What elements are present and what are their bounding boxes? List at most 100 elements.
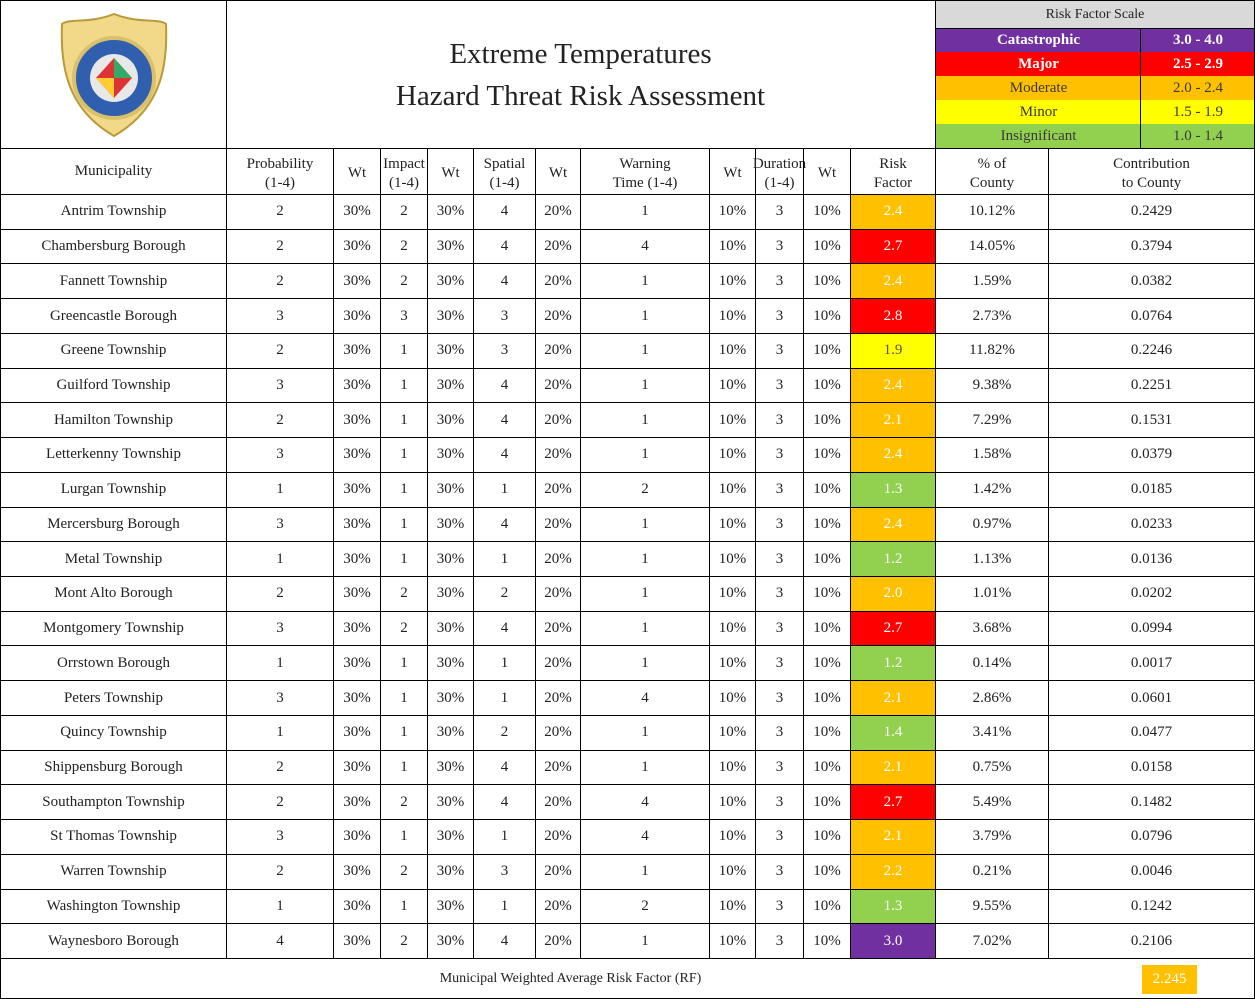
table-cell: 20% <box>535 471 581 508</box>
table-cell: 1.58% <box>935 437 1049 473</box>
table-cell: 20% <box>535 680 581 716</box>
table-cell: 10% <box>709 332 756 369</box>
table-cell: 2 <box>226 576 334 612</box>
table-cell: 10% <box>803 367 851 404</box>
table-cell: 2 <box>380 923 428 959</box>
table-cell: 10.12% <box>935 194 1049 230</box>
column-header: Warning Time (1-4) <box>580 148 710 195</box>
municipality: Fannett Township <box>0 263 227 300</box>
table-cell: 3 <box>226 298 334 334</box>
table-cell: 1 <box>226 645 334 682</box>
table-cell: 2 <box>380 263 428 300</box>
table-cell: 20% <box>535 888 581 925</box>
table-cell: 10% <box>709 714 756 751</box>
table-cell: 1 <box>380 506 428 543</box>
table-cell: 0.0382 <box>1048 263 1255 300</box>
table-cell: 11.82% <box>935 332 1049 369</box>
table-cell: 3 <box>226 437 334 473</box>
table-cell: 30% <box>427 541 474 577</box>
table-cell: 1.01% <box>935 576 1049 612</box>
table-cell: 4 <box>473 263 536 300</box>
table-cell: 2.1 <box>850 749 936 786</box>
table-cell: 20% <box>535 506 581 543</box>
table-cell: 1 <box>380 819 428 855</box>
municipality: Washington Township <box>0 888 227 925</box>
municipality: Southampton Township <box>0 784 227 821</box>
table-cell: 7.29% <box>935 402 1049 439</box>
table-cell: 20% <box>535 367 581 404</box>
table-cell: 1 <box>226 714 334 751</box>
table-cell: 30% <box>427 680 474 716</box>
table-cell: 5.49% <box>935 784 1049 821</box>
municipality: Montgomery Township <box>0 610 227 647</box>
table-cell: 30% <box>427 749 474 786</box>
table-cell: 0.2429 <box>1048 194 1255 230</box>
table-cell: 3 <box>755 819 804 855</box>
column-header: Risk Factor <box>850 148 936 195</box>
table-cell: 3 <box>473 332 536 369</box>
table-cell: 10% <box>709 194 756 230</box>
table-cell: 7.02% <box>935 923 1049 959</box>
table-cell: 3 <box>755 437 804 473</box>
table-cell: 1 <box>380 749 428 786</box>
table-cell: 3 <box>755 194 804 230</box>
table-cell: 30% <box>427 576 474 612</box>
municipality: Mont Alto Borough <box>0 576 227 612</box>
municipality: Guilford Township <box>0 367 227 404</box>
table-cell: 2 <box>580 471 710 508</box>
table-cell: 1.2 <box>850 541 936 577</box>
column-header: Probability (1-4) <box>226 148 334 195</box>
table-cell: 10% <box>803 888 851 925</box>
table-cell: 1 <box>580 332 710 369</box>
table-cell: 1 <box>580 923 710 959</box>
table-cell: 30% <box>427 263 474 300</box>
municipality: Hamilton Township <box>0 402 227 439</box>
table-cell: 30% <box>427 228 474 265</box>
municipality: Shippensburg Borough <box>0 749 227 786</box>
table-cell: 10% <box>803 749 851 786</box>
table-cell: 3 <box>755 541 804 577</box>
table-cell: 1 <box>473 645 536 682</box>
table-cell: 20% <box>535 610 581 647</box>
table-cell: 0.0046 <box>1048 853 1255 890</box>
table-cell: 30% <box>427 437 474 473</box>
table-cell: 0.0601 <box>1048 680 1255 716</box>
table-cell: 3 <box>755 402 804 439</box>
table-cell: 10% <box>709 645 756 682</box>
table-cell: 1.3 <box>850 471 936 508</box>
table-cell: 30% <box>333 819 381 855</box>
municipality: Orrstown Borough <box>0 645 227 682</box>
table-cell: 30% <box>333 228 381 265</box>
table-cell: 3 <box>226 367 334 404</box>
table-cell: 1.9 <box>850 332 936 369</box>
table-cell: 3 <box>755 610 804 647</box>
table-cell: 1.59% <box>935 263 1049 300</box>
table-cell: 30% <box>333 784 381 821</box>
table-cell: 3 <box>755 645 804 682</box>
table-cell: 9.55% <box>935 888 1049 925</box>
table-cell: 10% <box>709 576 756 612</box>
table-cell: 2.4 <box>850 194 936 230</box>
table-cell: 30% <box>333 923 381 959</box>
table-cell: 0.2251 <box>1048 367 1255 404</box>
table-cell: 10% <box>803 610 851 647</box>
table-cell: 30% <box>333 437 381 473</box>
logo-cell <box>0 0 227 149</box>
table-cell: 1 <box>380 332 428 369</box>
table-cell: 0.0158 <box>1048 749 1255 786</box>
table-cell: 20% <box>535 923 581 959</box>
table-cell: 4 <box>473 610 536 647</box>
table-cell: 30% <box>427 298 474 334</box>
table-cell: 10% <box>709 923 756 959</box>
table-cell: 2 <box>226 228 334 265</box>
table-cell: 30% <box>427 645 474 682</box>
table-cell: 10% <box>709 228 756 265</box>
table-cell: 30% <box>333 853 381 890</box>
table-cell: 2.4 <box>850 367 936 404</box>
table-cell: 9.38% <box>935 367 1049 404</box>
table-cell: 2 <box>226 784 334 821</box>
table-cell: 2.4 <box>850 437 936 473</box>
table-cell: 4 <box>473 784 536 821</box>
table-cell: 0.0017 <box>1048 645 1255 682</box>
table-cell: 1 <box>580 749 710 786</box>
